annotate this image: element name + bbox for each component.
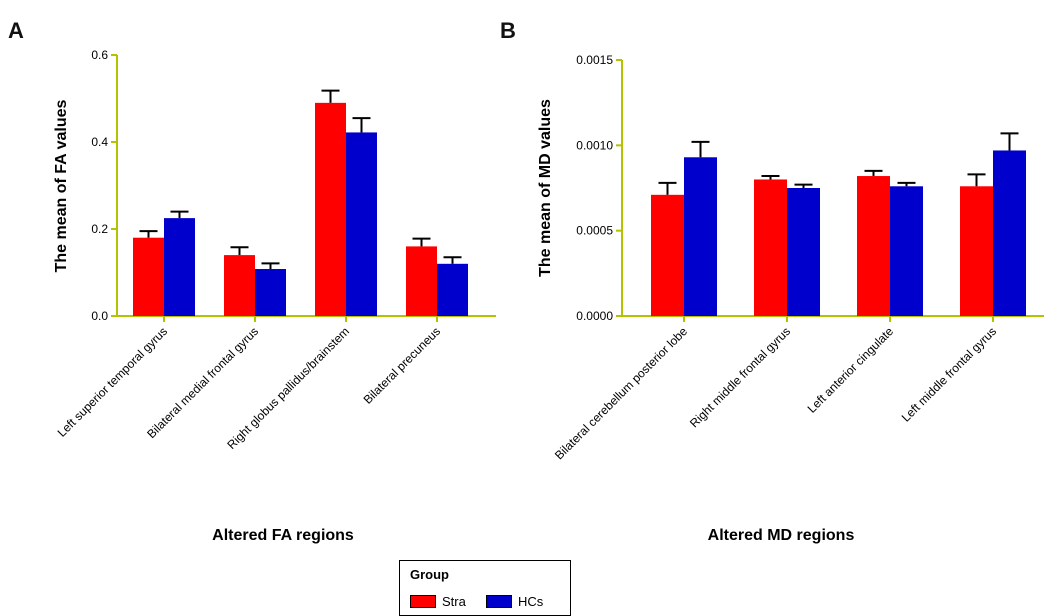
panel-a-category-label: Bilateral precuneus	[361, 324, 444, 407]
panel-b: B The mean of MD values Altered MD regio…	[500, 18, 1044, 544]
panel-b-bar-hcs-1	[684, 157, 717, 316]
legend: Group Stra HCs	[399, 560, 571, 616]
legend-swatch-stra	[410, 594, 436, 608]
legend-label-stra: Stra	[442, 593, 466, 609]
legend-title: Group	[410, 567, 449, 582]
panel-a-bar-stra-3	[315, 102, 346, 316]
panel-b-y-tick-label: 0.0000	[576, 309, 613, 323]
panel-b-x-axis-label: Altered MD regions	[708, 527, 855, 544]
panel-b-letter: B	[500, 18, 516, 43]
panel-a-bar-stra-1	[133, 237, 164, 316]
panel-a-y-tick-label: 0.4	[91, 135, 108, 149]
panel-b-bar-stra-2	[754, 179, 787, 316]
panel-a-bar-hcs-4	[437, 263, 468, 316]
panel-b-y-tick-label: 0.0015	[576, 53, 613, 67]
panel-a-bar-hcs-2	[255, 269, 286, 316]
panel-a-bar-stra-4	[406, 246, 437, 316]
panel-b-y-tick-label: 0.0005	[576, 224, 613, 238]
panel-a-bar-stra-2	[224, 255, 255, 316]
legend-entry-hcs: HCs	[486, 593, 543, 609]
panel-a-y-tick-label: 0.2	[91, 222, 108, 236]
panel-b-category-label: Left middle frontal gyrus	[899, 324, 999, 424]
panel-b-y-axis-label: The mean of MD values	[537, 99, 554, 277]
panel-a: A The mean of FA values Altered FA regio…	[8, 18, 496, 544]
panel-b-bar-hcs-4	[993, 150, 1026, 316]
panel-b-bar-hcs-3	[890, 186, 923, 316]
panel-a-x-axis-label: Altered FA regions	[212, 527, 354, 544]
panel-b-bar-hcs-2	[787, 188, 820, 316]
panel-b-bar-stra-1	[651, 194, 684, 316]
panel-a-letter: A	[8, 18, 24, 43]
panel-b-category-label: Bilateral cerebellum posterior lobe	[552, 324, 690, 462]
panel-b-bar-stra-3	[857, 176, 890, 316]
panel-b-bar-stra-4	[960, 186, 993, 316]
panel-b-category-label: Left anterior cingulate	[805, 324, 897, 416]
panel-a-y-axis-label: The mean of FA values	[53, 100, 70, 273]
panel-b-y-tick-label: 0.0010	[576, 138, 613, 152]
panel-a-bar-hcs-1	[164, 218, 195, 316]
legend-swatch-hcs	[486, 594, 512, 608]
panel-a-y-tick-label: 0.0	[91, 309, 108, 323]
legend-label-hcs: HCs	[518, 593, 544, 609]
panel-b-category-label: Right middle frontal gyrus	[687, 324, 793, 430]
legend-entry-stra: Stra	[410, 593, 466, 609]
panel-a-y-tick-label: 0.6	[91, 48, 108, 62]
panel-a-bar-hcs-3	[346, 132, 377, 316]
